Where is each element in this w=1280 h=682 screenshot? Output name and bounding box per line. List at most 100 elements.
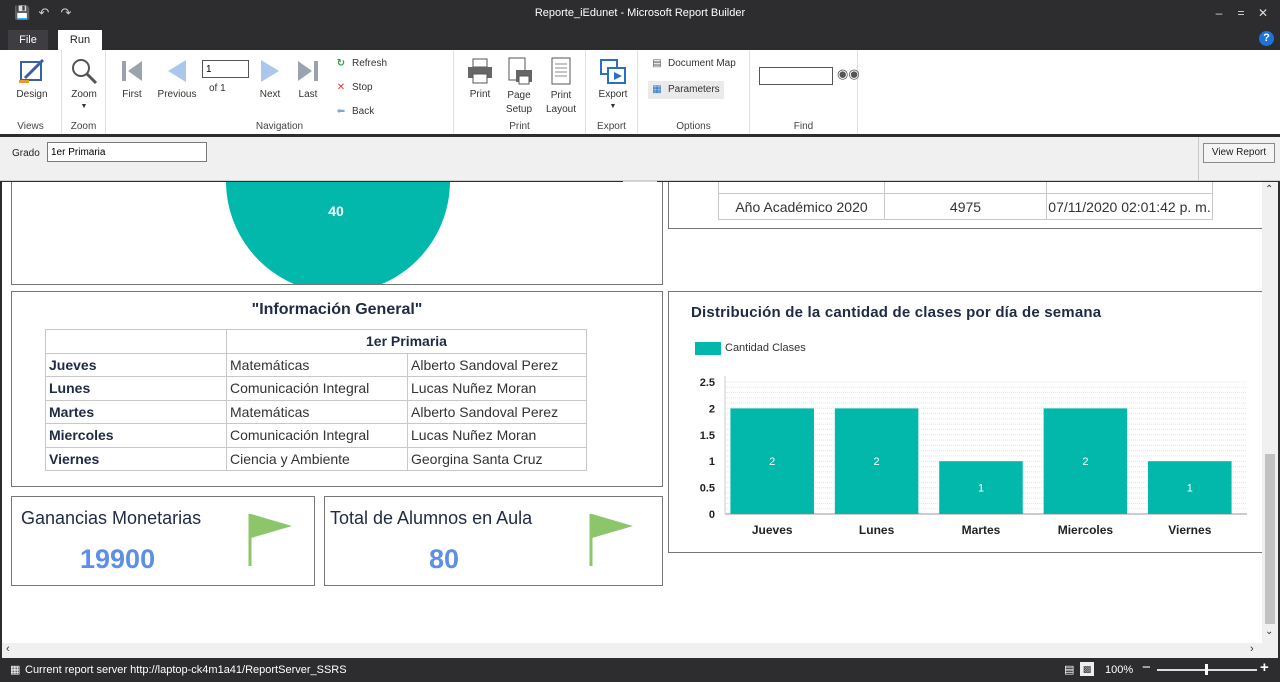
undo-icon[interactable]: ↶: [38, 5, 50, 20]
parameters-button[interactable]: ▦ Parameters: [648, 81, 724, 99]
document-map-button[interactable]: ▤ Document Map: [650, 55, 736, 73]
pie-slice: [226, 182, 450, 284]
grade-header: 1er Primaria: [226, 329, 587, 354]
tab-file[interactable]: File: [8, 30, 48, 50]
view-report-button[interactable]: View Report: [1203, 143, 1275, 163]
zoom-button[interactable]: Zoom ▼: [66, 56, 102, 111]
refresh-icon: ↻: [336, 58, 346, 69]
maximize-icon[interactable]: =: [1237, 6, 1245, 20]
pie-chart: 40: [226, 182, 450, 284]
bar-data-label: 2: [874, 456, 880, 468]
print-layout-button[interactable]: Print Layout: [542, 56, 580, 117]
pie-slice-label: 40: [328, 203, 344, 219]
redo-icon[interactable]: ↷: [60, 5, 72, 20]
save-icon[interactable]: 💾: [14, 5, 31, 20]
options-group-label: Options: [676, 121, 711, 132]
chart-title: Distribución de la cantidad de clases po…: [691, 304, 1102, 321]
server-status: Current report server http://laptop-ck4m…: [25, 664, 347, 676]
vertical-scrollbar[interactable]: ⌃ ⌄: [1262, 182, 1278, 643]
printer-icon: [468, 58, 492, 84]
table-row: [718, 182, 1213, 194]
design-icon: [19, 58, 45, 83]
export-button[interactable]: Export ▼: [594, 56, 632, 111]
print-button[interactable]: Print: [462, 56, 498, 100]
x-tick-label: Lunes: [859, 523, 895, 537]
x-tick-label: Viernes: [1168, 523, 1211, 537]
close-icon[interactable]: ✕: [1257, 6, 1269, 20]
earnings-kpi-box: Ganancias Monetarias 19900: [11, 496, 315, 586]
scroll-down-icon[interactable]: ⌄: [1265, 626, 1274, 637]
binoculars-icon[interactable]: ◉◉: [837, 66, 860, 81]
grado-field[interactable]: [47, 142, 207, 162]
parameters-bar: Grado View Report: [0, 137, 1280, 181]
export-icon: [600, 59, 626, 84]
previous-icon: [168, 60, 186, 82]
bar-data-label: 2: [769, 456, 775, 468]
magnifier-icon: [72, 59, 98, 85]
scroll-up-icon[interactable]: ⌃: [1265, 184, 1274, 195]
bar-lunes: [834, 408, 919, 514]
print-layout-icon: [551, 57, 571, 85]
year-table-box: Año Académico 2020 4975 07/11/2020 02:01…: [668, 182, 1262, 229]
zoom-in-icon[interactable]: +: [1260, 659, 1269, 676]
ribbon-tabs: File Run ?: [0, 28, 1280, 50]
back-button[interactable]: ⬅ Back: [334, 103, 374, 121]
bar-viernes: [1148, 461, 1232, 514]
parameters-icon: ▦: [652, 84, 662, 95]
table-row: Martes Matemáticas Alberto Sandoval Pere…: [45, 399, 587, 424]
help-icon[interactable]: ?: [1259, 31, 1274, 46]
y-tick-label: 0.5: [700, 483, 715, 495]
legend-swatch: [695, 342, 721, 355]
chevron-down-icon: ▼: [609, 103, 617, 110]
find-input[interactable]: [759, 67, 833, 85]
pie-chart-box: 40: [11, 182, 663, 285]
last-page-icon: [298, 61, 318, 81]
first-page-icon: [122, 61, 142, 81]
zoom-out-icon[interactable]: −: [1142, 659, 1151, 676]
horizontal-scrollbar[interactable]: ‹ ›: [2, 643, 1278, 658]
views-group: Design Views: [0, 50, 62, 134]
tab-run[interactable]: Run: [58, 30, 102, 50]
stop-button[interactable]: ✕ Stop: [334, 79, 373, 97]
find-group-label: Find: [793, 121, 814, 132]
last-button[interactable]: Last: [292, 56, 324, 100]
page-setup-button[interactable]: Page Setup: [500, 56, 538, 117]
find-group: ◉◉ Find: [750, 50, 860, 134]
table-row: 1er Primaria: [45, 329, 587, 354]
bar-martes: [939, 461, 1023, 514]
zoom-group: Zoom ▼ Zoom: [62, 50, 106, 134]
scroll-left-icon[interactable]: ‹: [6, 643, 10, 655]
title-bar: 💾 ↶ ↷ Reporte_iEdunet - Microsoft Report…: [0, 0, 1280, 28]
page-number-input[interactable]: [202, 60, 249, 78]
earnings-kpi-value: 19900: [80, 544, 156, 574]
flag-icon: [589, 514, 633, 566]
window-title: Reporte_iEdunet - Microsoft Report Build…: [534, 7, 746, 19]
report-canvas: 40 Año Académico 2020 4975 07/11/2020 02…: [2, 182, 1262, 643]
bar-data-label: 2: [1082, 456, 1088, 468]
bar-data-label: 1: [978, 483, 984, 495]
vertical-scroll-thumb[interactable]: [1265, 454, 1275, 624]
navigation-group-label: Navigation: [255, 121, 304, 132]
ribbon: Design Views Zoom ▼ Zoom First: [0, 50, 1280, 136]
server-icon: ▦: [10, 664, 21, 676]
refresh-button[interactable]: ↻ Refresh: [334, 55, 387, 73]
bar-jueves: [730, 408, 814, 514]
first-button[interactable]: First: [116, 56, 148, 100]
options-group: ▤ Document Map ▦ Parameters Options: [638, 50, 750, 134]
grado-label: Grado: [12, 148, 40, 159]
table-row: Año Académico 2020 4975 07/11/2020 02:01…: [718, 193, 1213, 220]
x-tick-label: Jueves: [752, 523, 793, 537]
next-button[interactable]: Next: [254, 56, 286, 100]
scroll-right-icon[interactable]: ›: [1250, 643, 1254, 655]
stop-icon: ✕: [336, 82, 346, 93]
minimize-icon[interactable]: –: [1215, 6, 1223, 20]
print-layout-toggle-icon[interactable]: ▩: [1080, 662, 1094, 676]
chevron-down-icon: ▼: [80, 103, 88, 110]
x-tick-label: Martes: [962, 523, 1001, 537]
zoom-slider-thumb[interactable]: [1205, 664, 1208, 675]
page-view-icon[interactable]: ▤: [1064, 664, 1075, 676]
design-button[interactable]: Design: [10, 56, 54, 100]
students-kpi-title: Total de Alumnos en Aula: [330, 508, 533, 528]
previous-button[interactable]: Previous: [154, 56, 200, 100]
page-of-label: of 1: [209, 83, 226, 94]
